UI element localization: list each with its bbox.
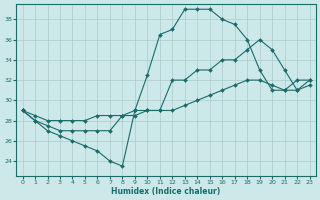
X-axis label: Humidex (Indice chaleur): Humidex (Indice chaleur): [111, 187, 221, 196]
